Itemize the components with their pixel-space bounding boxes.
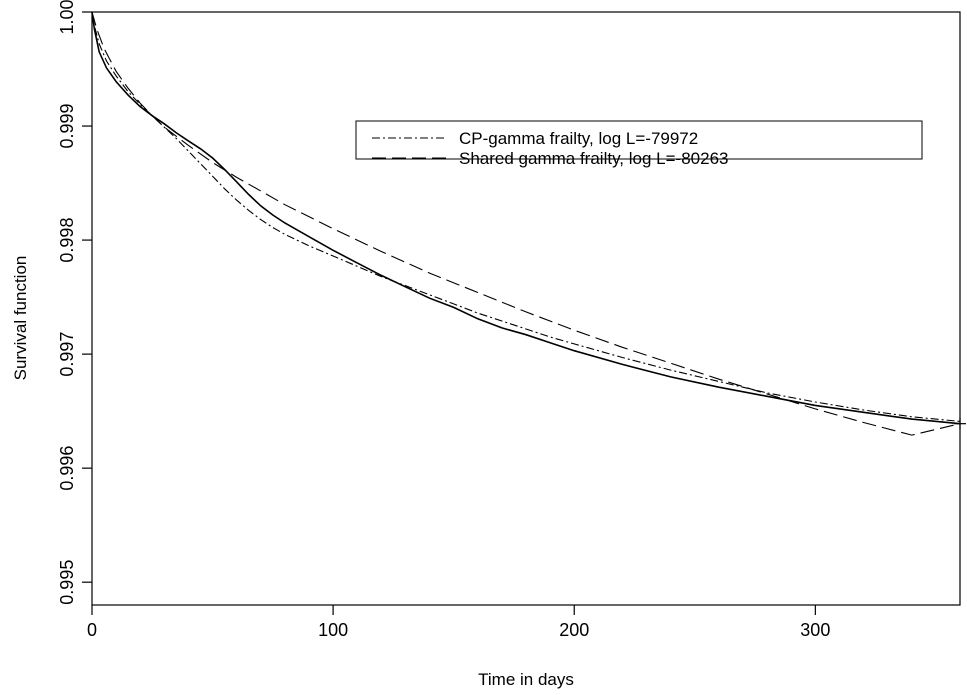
y-tick-label: 0.996 <box>57 446 77 491</box>
plot-frame <box>91 11 961 606</box>
legend-label: CP-gamma frailty, log L=-79972 <box>459 129 698 148</box>
series-layer <box>91 11 966 436</box>
y-tick-label: 0.997 <box>57 332 77 377</box>
y-tick-label: 0.998 <box>57 218 77 263</box>
series-line-solid <box>91 11 961 425</box>
y-axis: 0.995 0.996 0.997 0.998 0.999 1.000 <box>57 0 92 605</box>
series-line-dashed <box>91 11 961 436</box>
series-line-dashdot <box>91 11 961 422</box>
legend-box <box>355 120 923 160</box>
x-tick-label: 300 <box>800 620 830 640</box>
x-tick-label: 0 <box>87 620 97 640</box>
x-tick-label: 200 <box>559 620 589 640</box>
x-axis-title: Time in days <box>478 670 574 689</box>
x-tick-label: 100 <box>318 620 348 640</box>
y-tick-label: 1.000 <box>57 0 77 35</box>
y-axis-title: Survival function <box>11 256 30 381</box>
y-tick-label: 0.999 <box>57 104 77 149</box>
x-axis: 0 100 200 300 <box>87 605 830 640</box>
legend-label: Shared gamma frailty, log L=-80263 <box>459 149 728 168</box>
y-tick-label: 0.995 <box>57 560 77 605</box>
